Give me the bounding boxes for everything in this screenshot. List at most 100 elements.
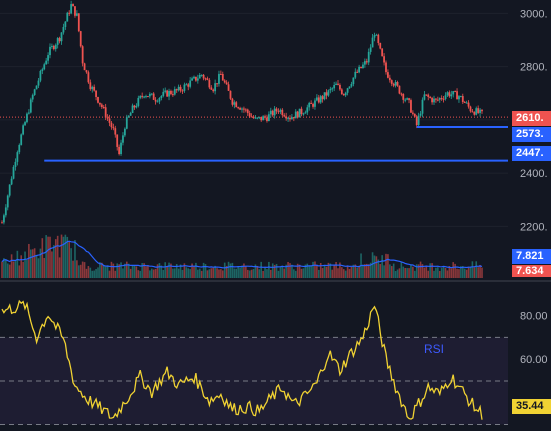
volume-bar [273,264,276,278]
candle-body [317,97,320,103]
volume-bar [392,263,395,278]
candle-body [206,78,209,80]
candle-body [106,117,109,119]
volume-bar [312,261,314,278]
candle-body [100,104,103,108]
candle-body [110,122,113,128]
volume-bar [233,268,236,278]
candle-body [400,93,403,95]
candle-body [473,112,476,115]
candle-body [266,117,268,122]
candle-body [323,92,326,100]
current-price-tag: 2610. [512,111,551,126]
volume-bar [452,262,454,278]
volume-bar [346,265,349,278]
volume-bar [319,262,322,278]
candle-body [16,152,19,162]
volume-bar [58,257,61,278]
volume-bar [387,254,389,278]
volume-ma-line [1,240,483,269]
volume-bar [179,264,182,278]
candle-body [381,48,384,57]
volume-bar [310,265,312,278]
candle-body [310,102,313,104]
candle-body [137,97,140,106]
candle-body [454,91,457,93]
volume-bar [53,245,55,278]
volume-bar [31,249,34,278]
candle-body [8,184,11,196]
candle-body [287,117,289,119]
volume-bar [379,264,382,278]
candle-body [429,97,432,99]
candle-body [327,90,330,96]
volume-bar [325,266,328,278]
candle-body [148,93,151,97]
candle-body [354,71,357,78]
volume-bar [118,264,120,278]
candle-body [362,64,364,69]
candle-body [75,13,78,16]
volume-bar [275,263,278,278]
candle-body [344,92,347,96]
volume-bar [87,266,90,278]
volume-bar [465,269,468,278]
volume-bar [366,263,368,278]
candle-body [29,99,32,113]
volume-bar [331,269,334,278]
volume-bar [438,270,441,278]
volume-bar [198,268,201,278]
volume-bar [28,243,30,278]
volume-bar [419,261,422,278]
volume-bar [51,251,53,278]
candle-body [292,117,295,119]
volume-bar [72,260,74,278]
candle-body [273,108,276,116]
candle-body [239,108,241,110]
volume-bar [462,266,464,278]
volume-bar [177,268,180,278]
volume-bar [394,270,397,278]
candle-body [235,102,238,108]
candle-body [227,84,230,91]
volume-bar [237,266,239,278]
candle-body [72,4,74,7]
candle-body [337,83,339,85]
rsi-line [1,299,483,420]
volume-bar [18,265,21,278]
candle-body [283,115,286,117]
volume-bar [389,264,391,278]
candle-body [467,102,470,107]
support-lines[interactable] [44,126,508,162]
candle-body [446,92,449,96]
volume-bar [35,255,38,278]
candle-body [187,84,190,87]
volume-bar [39,248,42,278]
volume-bar [95,268,97,278]
volume-bar [241,265,243,278]
volume-bar [337,268,339,278]
volume-bar [415,264,418,278]
candle-body [458,96,460,100]
price-tick-label: 2200. [520,221,548,233]
volume-bar [425,266,428,278]
candle-body [367,51,370,63]
candle-body [91,86,94,90]
candle-body [444,95,447,100]
volume-bar [268,261,270,278]
candle-body [83,63,86,71]
volume-bar [308,265,310,278]
volume-bar [289,263,291,278]
candle-body [218,73,220,84]
volume-bar [195,262,197,278]
candle-body [175,89,178,91]
candle-body [411,112,414,114]
volume-bar [327,262,330,278]
candle-body [196,78,199,81]
candle-body [233,102,236,105]
volume-bar [181,269,184,278]
candle-body [394,82,397,86]
candle-body [392,83,395,86]
candle-body [168,90,170,97]
